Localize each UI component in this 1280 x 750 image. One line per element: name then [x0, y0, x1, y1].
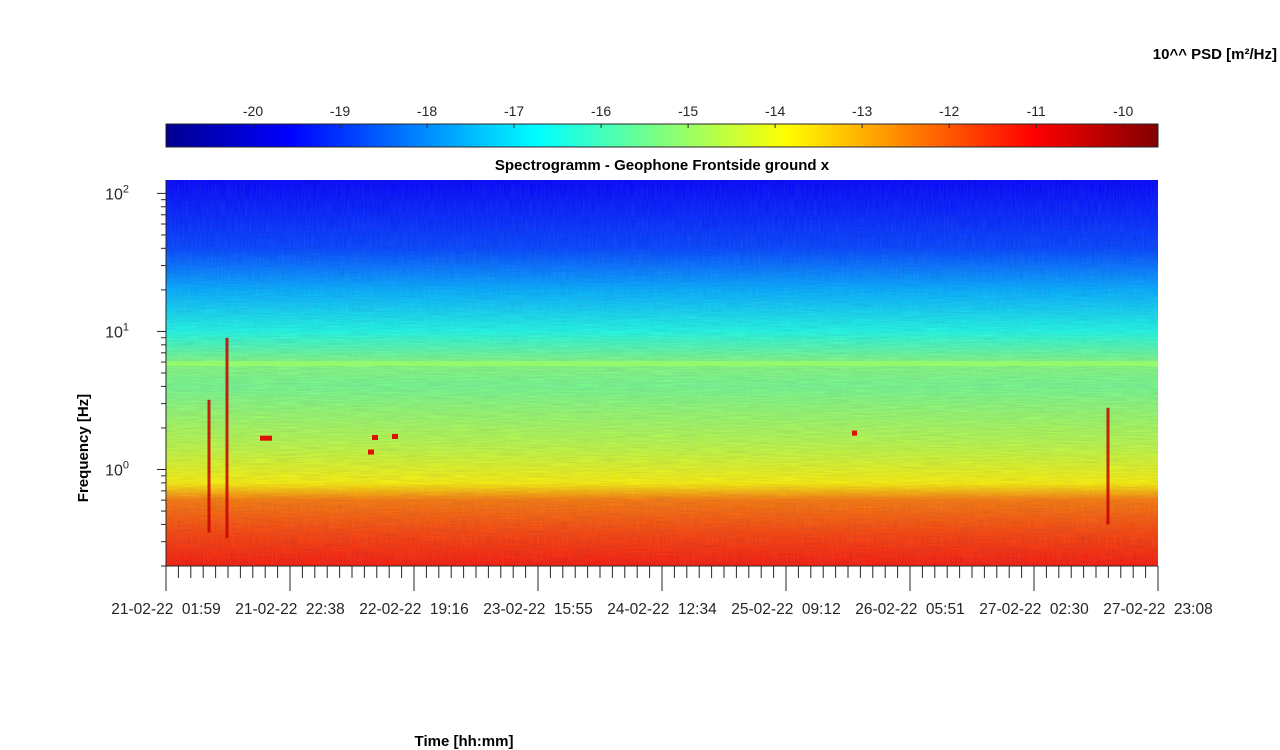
x-tick-label: 21-02-22 01:59: [111, 601, 220, 618]
colorbar-tick-label: -16: [591, 103, 611, 119]
chart-title: Spectrogramm - Geophone Frontside ground…: [495, 157, 830, 174]
colorbar-label: 10^^ PSD [m²/Hz]: [1153, 46, 1277, 63]
x-tick-label: 23-02-22 15:55: [483, 601, 592, 618]
colorbar-tick-label: -12: [939, 103, 959, 119]
spectrogram-texture-vertical: [166, 180, 1158, 566]
colorbar-gradient: [165, 123, 1159, 148]
event-blob: [392, 433, 398, 439]
x-tick-label: 24-02-22 12:34: [607, 601, 717, 618]
x-tick-label: 27-02-22 02:30: [979, 601, 1089, 618]
colorbar-tick-label: -17: [504, 103, 524, 119]
y-axis-ticks: 100 101 102: [105, 183, 166, 567]
spectrogram-features: [166, 337, 1158, 538]
x-tick-label: 22-02-22 19:16: [359, 601, 468, 618]
x-axis-ticks: 21-02-22 01:59 21-02-22 22:38 22-02-22 19:…: [111, 566, 1213, 618]
y-tick-label: 101: [105, 321, 129, 341]
event-blob: [372, 434, 378, 440]
x-tick-label: 21-02-22 22:38: [235, 601, 344, 618]
colorbar-tick-label: -15: [678, 103, 698, 119]
colorbar-tick-label: -18: [417, 103, 437, 119]
colorbar: -20 -19 -18 -17 -16 -15 -14 -13 -12 -11 -10: [165, 103, 1159, 148]
colorbar-tick-label: -20: [243, 103, 263, 119]
x-axis-label: Time [hh:mm]: [415, 733, 514, 750]
harmonic-line: [166, 361, 1158, 367]
y-tick-label: 102: [105, 183, 129, 203]
y-axis-label: Frequency [Hz]: [75, 394, 92, 502]
event-blob: [852, 430, 857, 436]
x-tick-label: 27-02-22 23:08: [1103, 601, 1212, 618]
y-tick-label: 100: [105, 460, 129, 480]
colorbar-tick-label: -14: [765, 103, 785, 119]
colorbar-ticks: -20 -19 -18 -17 -16 -15 -14 -13 -12 -11 -10: [243, 103, 1134, 128]
spectrogram-plot-area: [166, 180, 1158, 566]
colorbar-tick-label: -13: [852, 103, 872, 119]
colorbar-tick-label: -10: [1113, 103, 1133, 119]
event-blob: [368, 449, 374, 455]
colorbar-tick-label: -19: [330, 103, 350, 119]
event-blob: [260, 435, 272, 441]
x-tick-label: 26-02-22 05:51: [855, 601, 964, 618]
x-tick-label: 25-02-22 09:12: [731, 601, 840, 618]
colorbar-tick-label: -11: [1027, 103, 1046, 119]
